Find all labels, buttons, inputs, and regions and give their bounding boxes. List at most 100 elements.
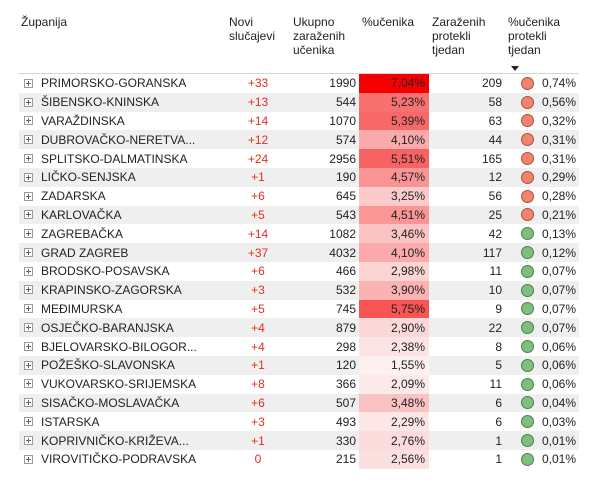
- table-row[interactable]: LIČKO-SENJSKA +1 190 4,57% 12 0,29%: [19, 167, 579, 187]
- total-infected-cell: 1070: [329, 113, 356, 128]
- total-infected-cell: 120: [290, 355, 359, 375]
- status-dot-icon: [520, 396, 534, 410]
- county-name: POŽEŠKO-SLAVONSKA: [41, 358, 175, 373]
- expand-icon[interactable]: [24, 285, 33, 295]
- pct-week-cell: 0,74%: [505, 74, 579, 93]
- expand-icon[interactable]: [24, 172, 33, 182]
- table-row[interactable]: SPLITSKO-DALMATINSKA +24 2956 5,51% 165 0,31%: [19, 149, 579, 168]
- expand-icon[interactable]: [24, 398, 33, 408]
- county-cell[interactable]: VIROVITIČKO-PODRAVSKA: [19, 450, 226, 469]
- table-row[interactable]: BRODSKO-POSAVSKA +6 466 2,98% 11 0,07%: [19, 261, 579, 281]
- expand-icon[interactable]: [24, 135, 33, 145]
- county-name: SISAČKO-MOSLAVAČKA: [41, 395, 180, 410]
- new-cases-cell: +37: [226, 243, 290, 262]
- sort-descending-icon[interactable]: [511, 66, 519, 71]
- county-cell[interactable]: MEĐIMURSKA: [19, 300, 226, 319]
- pct-students-cell: 3,90%: [359, 280, 429, 300]
- expand-icon[interactable]: [24, 247, 33, 257]
- county-name: SPLITSKO-DALMATINSKA: [41, 151, 188, 166]
- table-row[interactable]: KOPRIVNIČKO-KRIŽEVA... +1 330 2,76% 1 0,01%: [19, 431, 579, 450]
- status-dot-icon: [520, 114, 534, 128]
- expand-icon[interactable]: [24, 229, 33, 239]
- table-row[interactable]: VIROVITIČKO-PODRAVSKA 0 215 2,56% 1 0,01%: [19, 449, 579, 469]
- county-name: KRAPINSKO-ZAGORSKA: [41, 283, 182, 298]
- expand-icon[interactable]: [24, 116, 33, 126]
- table-row[interactable]: BJELOVARSKO-BILOGOR... +4 298 2,38% 8 0,06%: [19, 337, 579, 356]
- status-dot-icon: [520, 152, 534, 166]
- expand-icon[interactable]: [24, 379, 33, 389]
- table-row[interactable]: KARLOVAČKA +5 543 4,51% 25 0,21%: [19, 205, 579, 225]
- county-cell[interactable]: KARLOVAČKA: [19, 205, 226, 225]
- table-row[interactable]: MEĐIMURSKA +5 745 5,75% 9 0,07%: [19, 299, 579, 319]
- table-row[interactable]: SISAČKO-MOSLAVAČKA +6 507 3,48% 6 0,04%: [19, 393, 579, 413]
- county-cell[interactable]: BRODSKO-POSAVSKA: [19, 262, 226, 281]
- table-row[interactable]: ISTARSKA +3 493 2,29% 6 0,03%: [19, 412, 579, 432]
- county-cell[interactable]: VUKOVARSKO-SRIJEMSKA: [19, 375, 226, 394]
- county-cell[interactable]: DUBROVAČKO-NERETVA...: [19, 130, 226, 150]
- infected-week-cell: 22: [429, 318, 505, 338]
- status-dot-icon: [520, 227, 534, 241]
- new-cases-cell: +33: [247, 76, 269, 91]
- expand-icon[interactable]: [24, 323, 33, 333]
- total-infected-cell: 532: [290, 280, 359, 300]
- county-cell[interactable]: OSJEČKO-BARANJSKA: [19, 318, 226, 338]
- new-cases-cell: +14: [247, 226, 269, 241]
- county-cell[interactable]: BJELOVARSKO-BILOGOR...: [19, 337, 226, 356]
- header-infected-week[interactable]: Zaraženih protekli tjedan: [432, 15, 486, 57]
- expand-icon[interactable]: [24, 304, 33, 314]
- expand-icon[interactable]: [24, 78, 33, 88]
- table-row[interactable]: DUBROVAČKO-NERETVA... +12 574 4,10% 44 0,31%: [19, 130, 579, 150]
- expand-icon[interactable]: [24, 210, 33, 220]
- new-cases-cell: +4: [251, 339, 265, 354]
- table-row[interactable]: OSJEČKO-BARANJSKA +4 879 2,90% 22 0,07%: [19, 318, 579, 338]
- county-cell[interactable]: ISTARSKA: [19, 412, 226, 431]
- table-row[interactable]: POŽEŠKO-SLAVONSKA +1 120 1,55% 5 0,06%: [19, 355, 579, 375]
- expand-icon[interactable]: [24, 97, 33, 107]
- pct-students-cell: 4,57%: [359, 167, 429, 187]
- expand-icon[interactable]: [24, 360, 33, 370]
- pct-week-cell: 0,07%: [505, 280, 579, 300]
- infected-week-cell: 6: [495, 414, 502, 429]
- table-row[interactable]: KRAPINSKO-ZAGORSKA +3 532 3,90% 10 0,07%: [19, 280, 579, 300]
- county-cell[interactable]: GRAD ZAGREB: [19, 243, 226, 262]
- table-row[interactable]: VUKOVARSKO-SRIJEMSKA +8 366 2,09% 11 0,06%: [19, 374, 579, 394]
- county-cell[interactable]: KRAPINSKO-ZAGORSKA: [19, 280, 226, 300]
- infected-week-cell: 12: [429, 167, 505, 187]
- pct-students-cell: 5,51%: [359, 149, 429, 168]
- expand-icon[interactable]: [24, 266, 33, 276]
- pct-week-cell: 0,03%: [505, 412, 579, 431]
- table-row[interactable]: ZAGREBAČKA +14 1082 3,46% 42 0,13%: [19, 224, 579, 244]
- county-cell[interactable]: ZADARSKA: [19, 187, 226, 206]
- county-cell[interactable]: ZAGREBAČKA: [19, 224, 226, 243]
- expand-icon[interactable]: [24, 435, 33, 445]
- county-cell[interactable]: PRIMORSKO-GORANSKA: [19, 74, 226, 93]
- header-pct-students[interactable]: %učenika: [362, 15, 415, 29]
- header-county[interactable]: Županija: [21, 15, 68, 29]
- total-infected-cell: 2956: [329, 151, 356, 166]
- expand-icon[interactable]: [24, 454, 33, 464]
- header-total-infected[interactable]: Ukupno zaraženih učenika: [293, 15, 346, 57]
- county-cell[interactable]: SISAČKO-MOSLAVAČKA: [19, 393, 226, 413]
- county-cell[interactable]: ŠIBENSKO-KNINSKA: [19, 92, 226, 112]
- pct-week-value: 0,01%: [541, 433, 576, 448]
- table-row[interactable]: ŠIBENSKO-KNINSKA +13 544 5,23% 58 0,56%: [19, 92, 579, 112]
- table-row[interactable]: PRIMORSKO-GORANSKA +33 1990 7,04% 209 0,74%: [19, 73, 579, 93]
- expand-icon[interactable]: [24, 417, 33, 427]
- pct-week-value: 0,28%: [541, 189, 576, 204]
- county-cell[interactable]: LIČKO-SENJSKA: [19, 167, 226, 187]
- table-row[interactable]: VARAŽDINSKA +14 1070 5,39% 63 0,32%: [19, 111, 579, 131]
- county-cell[interactable]: KOPRIVNIČKO-KRIŽEVA...: [19, 431, 226, 450]
- expand-icon[interactable]: [24, 341, 33, 351]
- pct-week-value: 0,07%: [541, 320, 576, 335]
- county-cell[interactable]: VARAŽDINSKA: [19, 112, 226, 131]
- table-row[interactable]: GRAD ZAGREB +37 4032 4,10% 117 0,12%: [19, 243, 579, 262]
- county-cell[interactable]: POŽEŠKO-SLAVONSKA: [19, 355, 226, 375]
- expand-icon[interactable]: [24, 191, 33, 201]
- pct-students-cell: 1,55%: [359, 355, 429, 375]
- table-row[interactable]: ZADARSKA +6 645 3,25% 56 0,28%: [19, 186, 579, 206]
- header-new-cases[interactable]: Novi slučajevi: [229, 15, 276, 43]
- county-cell[interactable]: SPLITSKO-DALMATINSKA: [19, 149, 226, 168]
- header-pct-week[interactable]: %učenika protekli tjedan: [505, 12, 579, 74]
- expand-icon[interactable]: [24, 153, 33, 163]
- county-name: OSJEČKO-BARANJSKA: [41, 320, 174, 335]
